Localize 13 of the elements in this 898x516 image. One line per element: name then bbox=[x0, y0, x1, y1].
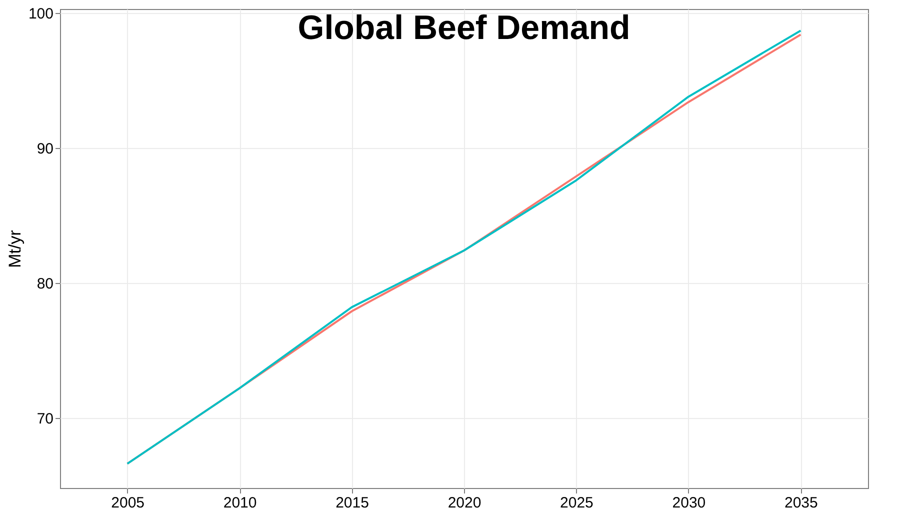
y-tick-label: 80 bbox=[36, 275, 54, 292]
x-tick-label: 2025 bbox=[560, 494, 594, 512]
chart-title: Global Beef Demand bbox=[298, 9, 630, 48]
y-tick-label: 70 bbox=[36, 410, 54, 428]
y-axis-title: Mt/yr bbox=[5, 230, 24, 268]
x-tick-label: 2020 bbox=[448, 494, 482, 512]
x-tick-label: 2035 bbox=[784, 494, 818, 512]
x-tick-label: 2030 bbox=[672, 494, 706, 512]
x-tick-label: 2005 bbox=[111, 494, 145, 512]
y-tick-label: 90 bbox=[36, 140, 54, 158]
x-tick-label: 2010 bbox=[223, 494, 257, 512]
y-tick-label: 100 bbox=[28, 6, 54, 23]
x-tick-label: 2015 bbox=[336, 494, 369, 512]
